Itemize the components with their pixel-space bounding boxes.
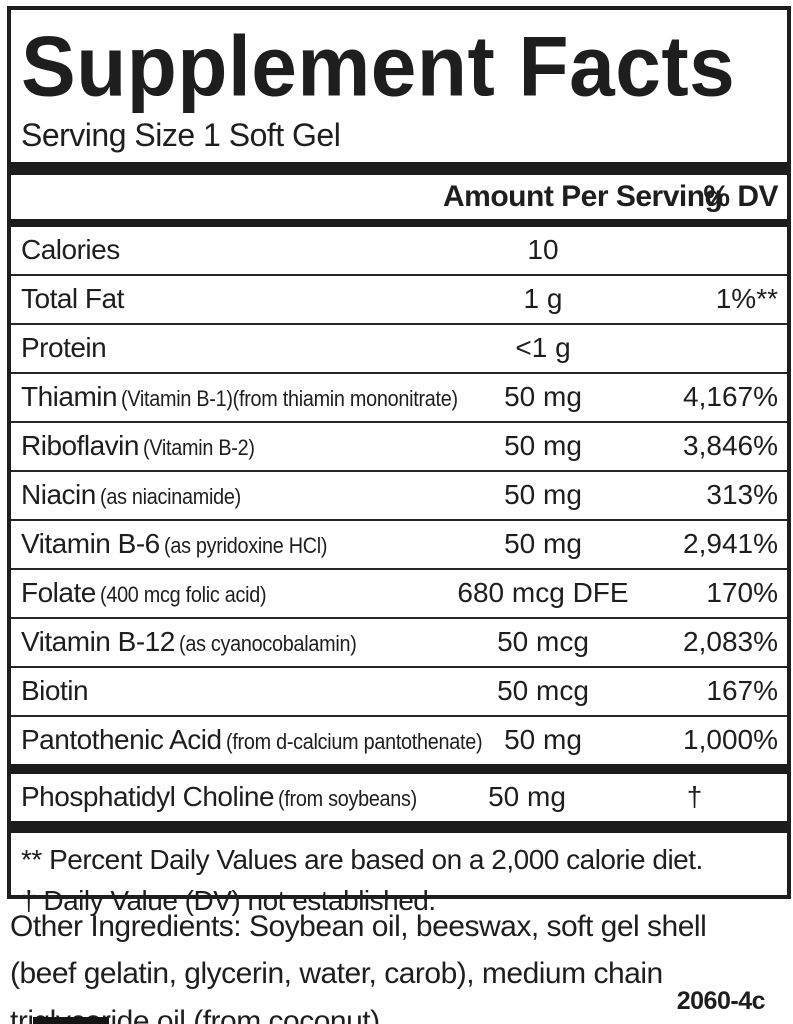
table-row: Folate (400 mcg folic acid) 680 mcg DFE 1… bbox=[11, 567, 787, 617]
nutrient-detail: (Vitamin B-1)(from thiamin mononitrate) bbox=[121, 386, 458, 412]
nutrient-name: Vitamin B-6 bbox=[21, 528, 160, 560]
table-row: Calories 10 bbox=[11, 227, 787, 274]
nutrient-rows: Calories 10 Total Fat 1 g 1%** Protein <… bbox=[11, 227, 787, 764]
nutrient-amount: 50 mcg bbox=[497, 626, 589, 658]
nutrient-name: Thiamin bbox=[21, 381, 118, 413]
table-header-row: Amount Per Serving % DV bbox=[11, 175, 787, 219]
nutrient-name: Biotin bbox=[21, 675, 89, 707]
nutrient-detail: (as cyanocobalamin) bbox=[178, 631, 357, 657]
nutrient-detail: (400 mcg folic acid) bbox=[99, 582, 267, 608]
serving-size-text: Serving Size 1 Soft Gel bbox=[21, 117, 341, 154]
nutrient-detail: (as niacinamide) bbox=[99, 484, 241, 510]
supplement-facts-panel: Supplement Facts Serving Size 1 Soft Gel… bbox=[7, 6, 791, 916]
header-amount-per-serving: Amount Per Serving bbox=[443, 179, 723, 213]
nutrient-name: Vitamin B-12 bbox=[21, 626, 175, 658]
nutrient-amount: 50 mg bbox=[504, 724, 582, 756]
nutrient-name: Pantothenic Acid bbox=[21, 724, 222, 756]
thick-divider-top bbox=[11, 161, 787, 175]
nutrient-name: Protein bbox=[21, 332, 107, 364]
table-row: Vitamin B-6 (as pyridoxine HCl) 50 mg 2,9… bbox=[11, 518, 787, 568]
other-ingredients-line: Other Ingredients: Soybean oil, beeswax,… bbox=[10, 910, 707, 943]
nutrient-name: Calories bbox=[21, 234, 120, 266]
nutrient-detail: (from soybeans) bbox=[278, 786, 418, 812]
footnote-line: ** Percent Daily Values are based on a 2… bbox=[21, 843, 703, 875]
nutrient-amount: 50 mcg bbox=[497, 675, 589, 707]
nutrient-detail: (from d-calcium pantothenate) bbox=[225, 729, 483, 755]
nutrient-amount: 680 mcg DFE bbox=[457, 577, 629, 609]
table-row: Phosphatidyl Choline (from soybeans) 50 m… bbox=[11, 774, 787, 821]
nutrient-amount: 50 mg bbox=[504, 381, 582, 413]
nutrient-dv: 170% bbox=[706, 577, 778, 609]
nutrient-dv: 313% bbox=[706, 479, 778, 511]
nutrient-dv: † bbox=[686, 781, 703, 813]
nutrient-amount: 10 bbox=[527, 234, 559, 266]
other-ingredients-line: triglyceride oil (from coconut). bbox=[10, 1004, 388, 1024]
nutrient-detail: (as pyridoxine HCl) bbox=[163, 533, 327, 559]
nutrient-amount: 50 mg bbox=[504, 479, 582, 511]
choline-row-group: Phosphatidyl Choline (from soybeans) 50 m… bbox=[11, 774, 787, 821]
nutrient-dv: 4,167% bbox=[683, 381, 778, 413]
nutrient-detail: (Vitamin B-2) bbox=[142, 435, 255, 461]
table-row: Total Fat 1 g 1%** bbox=[11, 273, 787, 323]
nutrient-amount: 1 g bbox=[523, 283, 563, 315]
footnotes-block: ** Percent Daily Values are based on a 2… bbox=[11, 833, 787, 926]
nutrient-amount: 50 mg bbox=[504, 528, 582, 560]
nutrient-dv: 3,846% bbox=[683, 430, 778, 462]
table-row: Biotin 50 mcg 167% bbox=[11, 665, 787, 715]
other-ingredients-text: Other Ingredients: Soybean oil, beeswax,… bbox=[10, 903, 783, 1024]
lot-code: 2060-4c bbox=[676, 987, 766, 1015]
table-row: Niacin (as niacinamide) 50 mg 313% bbox=[11, 469, 787, 519]
nutrient-name: Niacin bbox=[21, 479, 96, 511]
panel-title: Supplement Facts bbox=[21, 19, 736, 115]
other-ingredients-line: (beef gelatin, glycerin, water, carob), … bbox=[10, 957, 663, 991]
thick-divider-bottom bbox=[11, 820, 787, 833]
nutrient-amount: 50 mg bbox=[488, 781, 566, 813]
nutrient-amount: 50 mg bbox=[504, 430, 582, 462]
nutrient-name: Riboflavin bbox=[21, 430, 139, 462]
nutrient-dv: 167% bbox=[706, 675, 778, 707]
thick-divider-mid bbox=[11, 763, 787, 774]
nutrient-amount: <1 g bbox=[515, 332, 571, 364]
thick-divider-header bbox=[11, 218, 787, 227]
nutrient-name: Folate bbox=[21, 577, 96, 609]
nutrient-dv: 2,083% bbox=[683, 626, 778, 658]
nutrient-dv: 2,941% bbox=[683, 528, 778, 560]
table-row: Thiamin (Vitamin B-1)(from thiamin mononi… bbox=[11, 371, 787, 421]
nutrient-dv: 1,000% bbox=[683, 724, 778, 756]
footnote-line: † Daily Value (DV) not established. bbox=[21, 884, 436, 916]
cropped-edge-mark bbox=[33, 1017, 109, 1024]
header-percent-dv: % DV bbox=[703, 179, 778, 213]
table-row: Pantothenic Acid (from d-calcium pantothe… bbox=[11, 714, 787, 764]
title-block: Supplement Facts Serving Size 1 Soft Gel bbox=[11, 10, 787, 162]
nutrient-name: Phosphatidyl Choline bbox=[21, 781, 275, 813]
nutrient-name: Total Fat bbox=[21, 283, 124, 315]
below-panel-block: Other Ingredients: Soybean oil, beeswax,… bbox=[10, 903, 783, 1024]
table-row: Riboflavin (Vitamin B-2) 50 mg 3,846% bbox=[11, 420, 787, 470]
table-row: Vitamin B-12 (as cyanocobalamin) 50 mcg 2… bbox=[11, 616, 787, 666]
table-row: Protein <1 g bbox=[11, 322, 787, 372]
nutrient-dv: 1%** bbox=[715, 283, 778, 315]
